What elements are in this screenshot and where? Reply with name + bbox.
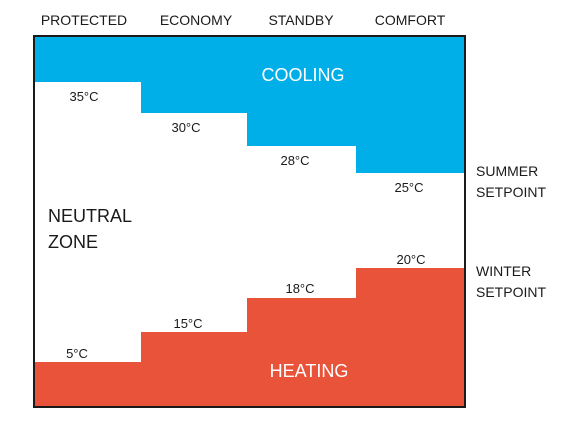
summer-setpoint-label-line1: SUMMER <box>476 163 538 179</box>
cooling-setpoint-protected: 35°C <box>69 89 98 104</box>
neutral-zone-label-line2: ZONE <box>48 232 98 252</box>
cooling-zone <box>34 36 465 173</box>
mode-label-economy: ECONOMY <box>160 12 233 28</box>
mode-label-comfort: COMFORT <box>375 12 446 28</box>
cooling-setpoint-comfort: 25°C <box>394 180 423 195</box>
heating-setpoint-standby: 18°C <box>285 281 314 296</box>
mode-label-standby: STANDBY <box>268 12 334 28</box>
winter-setpoint-label-line2: SETPOINT <box>476 284 546 300</box>
heating-setpoint-protected: 5°C <box>66 346 88 361</box>
diagram-frame <box>33 35 466 408</box>
neutral-zone-label-line1: NEUTRAL <box>48 206 132 226</box>
mode-label-protected: PROTECTED <box>41 12 127 28</box>
cooling-setpoint-economy: 30°C <box>171 120 200 135</box>
cooling-setpoint-standby: 28°C <box>280 153 309 168</box>
cooling-label: COOLING <box>261 65 344 85</box>
heating-setpoint-economy: 15°C <box>173 316 202 331</box>
heating-zone <box>34 268 465 407</box>
heating-label: HEATING <box>270 361 349 381</box>
winter-setpoint-label-line1: WINTER <box>476 263 531 279</box>
heating-setpoint-comfort: 20°C <box>396 252 425 267</box>
summer-setpoint-label-line2: SETPOINT <box>476 184 546 200</box>
